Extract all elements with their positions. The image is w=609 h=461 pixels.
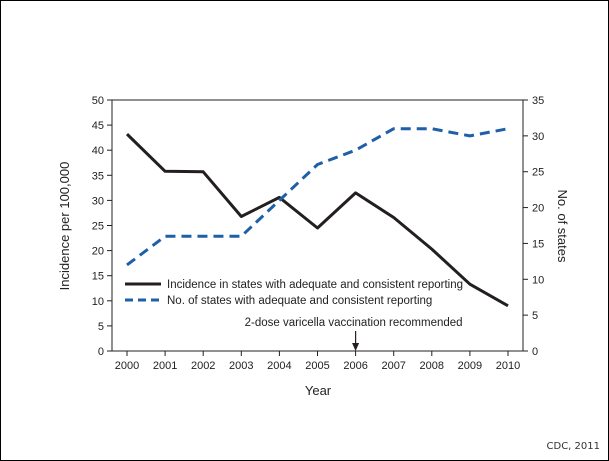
chart-series [125,127,509,308]
series-line-2 [126,127,509,267]
y-right-tick-label: 30 [532,131,544,143]
x-tick-label: 2007 [381,360,405,372]
chart-legend: Incidence in states with adequate and co… [125,279,463,307]
y-left-tick-label: 5 [98,321,104,333]
y-left-tick-label: 15 [92,271,104,283]
chart-axes: 0 5 10 15 20 25 30 35 40 45 50 0 5 10 15 20 25 30 35 2000 20… [92,95,545,372]
y-left-tick-label: 25 [92,221,104,233]
y-left-tick-label: 45 [92,120,104,132]
x-tick-label: 2010 [496,360,520,372]
x-tick-label: 2000 [115,360,139,372]
y-axis-right-title: No. of states [555,190,570,263]
x-tick-label: 2009 [458,360,482,372]
y-axis-left-title: Incidence per 100,000 [57,162,72,291]
chart-annotations: 2-dose varicella vaccination recommended [245,317,463,351]
legend-label-1: Incidence in states with adequate and co… [167,279,463,291]
plot-frame [111,99,524,352]
y-right-tick-label: 15 [532,238,544,250]
y-left-tick-label: 0 [98,346,104,358]
x-axis-title: Year [305,383,332,398]
x-tick-label: 2003 [229,360,253,372]
x-tick-label: 2001 [153,360,177,372]
y-right-tick-label: 10 [532,274,544,286]
x-tick-label: 2008 [420,360,444,372]
y-left-tick-label: 40 [92,145,104,157]
annotation-text: 2-dose varicella vaccination recommended [245,317,463,329]
x-tick-label: 2005 [305,360,329,372]
x-tick-label: 2004 [267,360,291,372]
y-right-tick-label: 20 [532,203,544,215]
source-note: CDC, 2011 [546,441,600,452]
y-right-tick-label: 0 [532,346,538,358]
annotation-arrow-head [352,343,360,351]
x-tick-label: 2002 [191,360,215,372]
y-right-tick-label: 35 [532,95,544,107]
legend-label-2: No. of states with adequate and consiste… [167,295,432,307]
x-tick-label: 2006 [343,360,367,372]
y-right-tick-label: 5 [532,310,538,322]
y-right-tick-label: 25 [532,167,544,179]
y-left-tick-label: 10 [92,296,104,308]
y-left-tick-label: 35 [92,170,104,182]
y-left-tick-label: 20 [92,246,104,258]
y-left-tick-label: 30 [92,195,104,207]
y-left-tick-label: 50 [92,95,104,107]
